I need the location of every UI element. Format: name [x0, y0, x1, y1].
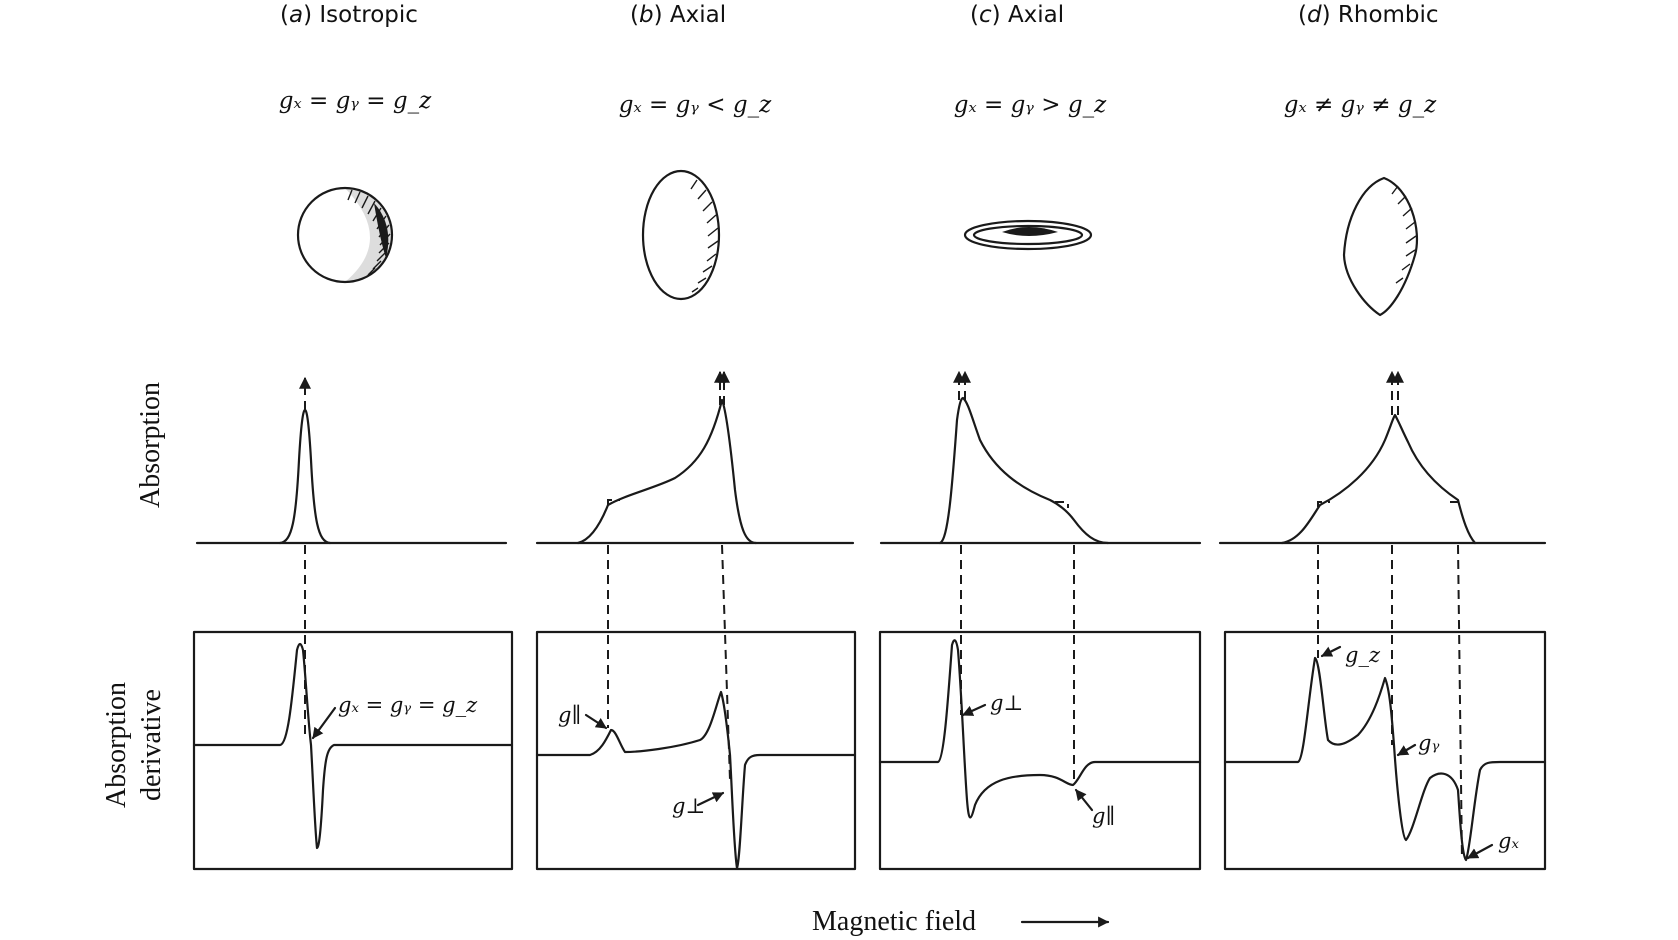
absorption-curve-d	[1218, 370, 1547, 545]
derivative-curve-a	[192, 545, 514, 850]
derivative-frame-c	[878, 630, 1202, 871]
g-y-pointer-d	[1396, 743, 1417, 757]
svg-text:(d) Rhombic: (d) Rhombic	[1298, 2, 1439, 28]
g-parallel-pointer-c	[1074, 788, 1094, 812]
g-perp-label-b: g⊥	[672, 794, 705, 818]
g-relation-c: gₓ = gᵧ > g_z	[954, 92, 1107, 118]
absorption-curve-b	[535, 370, 855, 545]
derivative-frame-b	[535, 630, 857, 871]
panel-header-d: (d) Rhombic	[1298, 2, 1439, 28]
derivative-frame-d	[1223, 630, 1547, 871]
g-relation-a: gₓ = gᵧ = g_z	[279, 88, 432, 114]
svg-text:(b) Axial: (b) Axial	[630, 2, 726, 28]
panel-header-b: (b) Axial	[630, 2, 726, 28]
prolate-ellipsoid-b	[641, 169, 721, 301]
g-y-label-d: gᵧ	[1418, 731, 1439, 755]
derivative-axis-label-line1: Absorption	[101, 682, 132, 808]
g-pointer-a	[311, 706, 337, 740]
derivative-curve-b	[535, 544, 857, 870]
derivative-curve-c	[878, 545, 1202, 819]
absorption-curve-a	[195, 376, 508, 545]
g-label-a: gₓ = gᵧ = g_z	[338, 693, 478, 717]
magnetic-field-label: Magnetic field	[812, 906, 976, 937]
g-relation-d: gₓ ≠ gᵧ ≠ g_z	[1284, 92, 1437, 118]
g-relation-b: gₓ = gᵧ < g_z	[619, 92, 772, 118]
sphere-shape-a	[296, 186, 394, 284]
g-parallel-label-c: g∥	[1092, 804, 1115, 828]
oblate-ellipsoid-c	[963, 219, 1093, 251]
derivative-curve-d	[1223, 544, 1547, 862]
g-z-pointer-d	[1320, 645, 1342, 658]
g-parallel-label-b: g∥	[558, 703, 581, 727]
svg-text:(c) Axial: (c) Axial	[970, 2, 1064, 28]
panel-header-c: (c) Axial	[970, 2, 1064, 28]
g-parallel-pointer-b	[584, 713, 608, 730]
absorption-axis-label: Absorption	[135, 382, 166, 508]
derivative-frame-a	[192, 630, 514, 871]
svg-text:(a) Isotropic: (a) Isotropic	[280, 2, 418, 28]
g-x-label-d: gₓ	[1498, 829, 1519, 853]
derivative-axis-label-line2: derivative	[136, 689, 167, 801]
panel-header-a: (a) Isotropic	[280, 2, 418, 28]
rhombic-ellipsoid-d	[1342, 176, 1419, 317]
absorption-curve-c	[879, 370, 1202, 545]
g-z-label-d: g_z	[1345, 643, 1381, 667]
g-perp-pointer-c	[961, 703, 987, 717]
g-perp-label-c: g⊥	[990, 691, 1023, 715]
g-perp-pointer-b	[696, 791, 725, 807]
g-x-pointer-d	[1466, 843, 1494, 860]
